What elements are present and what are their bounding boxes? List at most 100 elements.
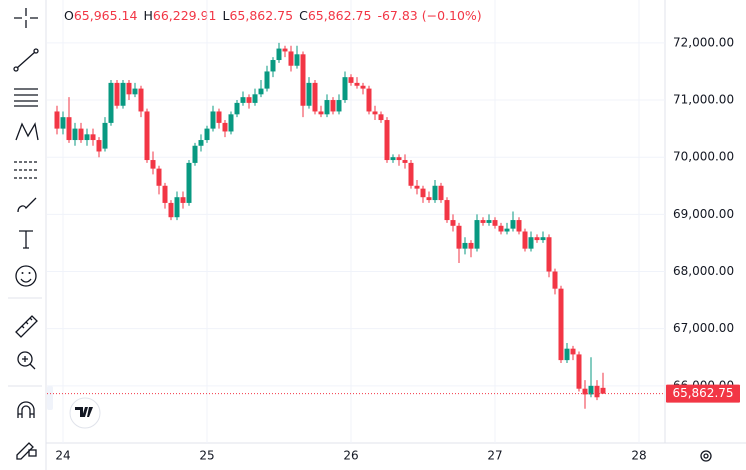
- candle-body: [294, 54, 300, 66]
- candle-body: [246, 97, 252, 103]
- candle-body: [582, 388, 588, 395]
- candle-body: [234, 102, 240, 115]
- legend-text: L: [223, 8, 230, 23]
- candle-body: [450, 220, 456, 226]
- brush-tool[interactable]: [17, 197, 37, 213]
- candle-body: [252, 94, 258, 103]
- candle-body: [588, 385, 594, 395]
- candle-body: [180, 197, 186, 203]
- x-tick-label: 28: [631, 449, 646, 463]
- candle-body: [78, 128, 84, 141]
- ohlc-legend: O65,965.14 H66,229.91 L65,862.75 C65,862.75…: [64, 8, 482, 23]
- zoom-tool[interactable]: [17, 351, 36, 370]
- legend-text: 66,229.91: [153, 8, 217, 23]
- candle-body: [132, 88, 138, 95]
- candle-body: [60, 117, 66, 129]
- legend-text: 65,965.14: [74, 8, 138, 23]
- candles: [54, 42, 606, 409]
- candle-body: [564, 348, 570, 361]
- candle-body: [462, 242, 468, 249]
- candle-body: [558, 288, 564, 361]
- candle-body: [528, 237, 534, 249]
- candle-body: [426, 197, 432, 201]
- y-tick-label: 71,000.00: [673, 93, 734, 107]
- drawing-toolbar: [8, 8, 53, 460]
- candle-body: [168, 202, 174, 218]
- legend-text: 65,862.75: [308, 8, 372, 23]
- candle-body: [396, 157, 402, 161]
- y-tick-label: 68,000.00: [673, 264, 734, 278]
- fib-tool[interactable]: [14, 88, 38, 107]
- y-tick-label: 72,000.00: [673, 35, 734, 49]
- candle-body: [138, 88, 144, 112]
- y-tick-label: 69,000.00: [673, 207, 734, 221]
- candle-body: [390, 157, 396, 161]
- candle-body: [480, 220, 486, 223]
- lock-tool[interactable]: [16, 442, 37, 460]
- candle-body: [492, 220, 498, 226]
- candle-body: [348, 77, 354, 83]
- candle-body: [192, 145, 198, 163]
- candle-body: [366, 88, 372, 112]
- candle-body: [474, 220, 480, 249]
- candle-body: [264, 71, 270, 89]
- legend-text: H: [143, 8, 152, 23]
- text-tool[interactable]: [19, 230, 33, 249]
- candle-body: [276, 48, 282, 61]
- candle-body: [144, 111, 150, 161]
- x-tick-label: 24: [55, 449, 70, 463]
- candle-body: [216, 111, 222, 123]
- candle-body: [438, 185, 444, 201]
- candle-body: [516, 220, 522, 232]
- candle-body: [372, 111, 378, 115]
- magnet-tool[interactable]: [17, 401, 35, 418]
- emoji-tool[interactable]: [15, 265, 37, 287]
- candle-body: [498, 225, 504, 232]
- candle-body: [198, 140, 204, 146]
- candle-body: [228, 114, 234, 132]
- prediction-tool[interactable]: [14, 161, 38, 179]
- candle-body: [360, 85, 366, 89]
- candle-body: [570, 348, 576, 355]
- candle-body: [312, 82, 318, 112]
- last-price-badge: [666, 384, 740, 403]
- candle-body: [282, 48, 288, 52]
- toolbar-collapse[interactable]: [47, 386, 53, 410]
- x-tick-label: 26: [343, 449, 358, 463]
- grid: [47, 0, 665, 443]
- candle-body: [534, 237, 540, 241]
- candle-body: [66, 117, 72, 141]
- y-tick-label: 67,000.00: [673, 321, 734, 335]
- crosshair-tool[interactable]: [14, 8, 38, 28]
- candle-body: [540, 237, 546, 241]
- legend-text: 65,862.75: [229, 8, 293, 23]
- candle-body: [432, 185, 438, 201]
- legend-text: O: [64, 8, 74, 23]
- candle-body: [306, 82, 312, 106]
- candle-body: [378, 114, 384, 121]
- candle-body: [204, 128, 210, 141]
- x-tick-label: 25: [199, 449, 214, 463]
- ruler-tool[interactable]: [15, 315, 38, 338]
- candle-body: [354, 82, 360, 86]
- candle-body: [186, 162, 192, 203]
- candle-body: [504, 228, 510, 232]
- candle-body: [486, 220, 492, 223]
- tradingview-logo: [69, 397, 101, 429]
- candle-body: [210, 111, 216, 129]
- candle-body: [288, 51, 294, 66]
- candle-body: [384, 120, 390, 161]
- candle-body: [576, 354, 582, 389]
- y-tick-label: 70,000.00: [673, 150, 734, 164]
- candle-body: [96, 140, 102, 152]
- candle-body: [510, 220, 516, 229]
- last-price-label: 65,862.75: [672, 386, 733, 400]
- legend-text: (−0.10%): [422, 8, 482, 23]
- candle-body: [330, 100, 336, 112]
- trend-line-tool[interactable]: [13, 48, 39, 72]
- candle-body: [222, 122, 228, 132]
- settings-gear[interactable]: [700, 450, 712, 462]
- pattern-tool[interactable]: [15, 122, 39, 141]
- candle-body: [114, 82, 120, 106]
